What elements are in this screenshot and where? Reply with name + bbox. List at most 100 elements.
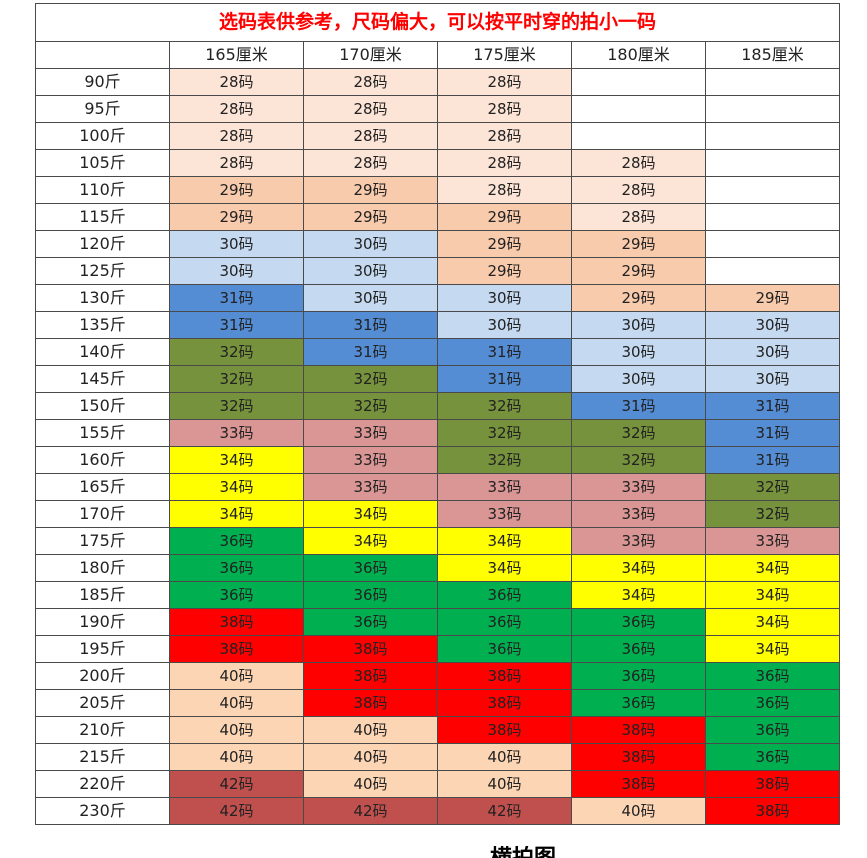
size-cell: 36码 — [303, 581, 438, 609]
size-cell: 40码 — [169, 743, 304, 771]
weight-cell: 210斤 — [35, 716, 170, 744]
size-cell: 38码 — [437, 689, 572, 717]
header-row: 165厘米 170厘米 175厘米 180厘米 185厘米 — [35, 41, 841, 69]
weight-cell: 160斤 — [35, 446, 170, 474]
weight-cell: 170斤 — [35, 500, 170, 528]
size-cell: 34码 — [704, 581, 841, 609]
size-cell: 34码 — [437, 554, 572, 582]
size-cell: 31码 — [303, 311, 438, 339]
size-cell: 40码 — [169, 662, 304, 690]
table-row: 230斤 42码 42码 42码 40码 38码 — [35, 797, 841, 825]
size-cell: 31码 — [169, 284, 304, 312]
size-cell — [704, 257, 841, 285]
size-cell: 29码 — [303, 203, 438, 231]
size-cell: 29码 — [169, 203, 304, 231]
size-cell: 38码 — [437, 662, 572, 690]
weight-cell: 130斤 — [35, 284, 170, 312]
size-cell: 31码 — [571, 392, 706, 420]
size-cell: 38码 — [169, 608, 304, 636]
table-row: 195斤 38码 38码 36码 36码 34码 — [35, 635, 841, 663]
weight-cell: 185斤 — [35, 581, 170, 609]
size-cell: 40码 — [169, 716, 304, 744]
size-cell — [704, 203, 841, 231]
size-cell — [704, 176, 841, 204]
size-cell: 30码 — [303, 284, 438, 312]
size-cell: 40码 — [303, 770, 438, 798]
height-header: 165厘米 — [169, 41, 304, 69]
size-cell — [704, 122, 841, 150]
size-cell: 36码 — [169, 527, 304, 555]
table-row: 165斤 34码 33码 33码 33码 32码 — [35, 473, 841, 501]
weight-cell: 120斤 — [35, 230, 170, 258]
size-cell: 32码 — [704, 500, 841, 528]
weight-cell: 165斤 — [35, 473, 170, 501]
size-cell — [571, 122, 706, 150]
size-cell: 33码 — [437, 473, 572, 501]
height-header: 185厘米 — [704, 41, 841, 69]
table-row: 135斤 31码 31码 30码 30码 30码 — [35, 311, 841, 339]
size-cell — [704, 230, 841, 258]
size-cell: 28码 — [169, 122, 304, 150]
weight-cell: 220斤 — [35, 770, 170, 798]
size-cell: 36码 — [704, 662, 841, 690]
size-cell: 33码 — [571, 473, 706, 501]
size-cell: 31码 — [303, 338, 438, 366]
size-cell: 33码 — [571, 500, 706, 528]
size-cell: 28码 — [169, 68, 304, 96]
size-cell: 34码 — [169, 446, 304, 474]
size-cell: 30码 — [704, 338, 841, 366]
size-cell: 30码 — [704, 365, 841, 393]
size-cell: 30码 — [303, 230, 438, 258]
weight-cell: 205斤 — [35, 689, 170, 717]
size-cell: 28码 — [303, 95, 438, 123]
table-row: 140斤 32码 31码 31码 30码 30码 — [35, 338, 841, 366]
weight-cell: 175斤 — [35, 527, 170, 555]
table-row: 205斤 40码 38码 38码 36码 36码 — [35, 689, 841, 717]
table-row: 170斤 34码 34码 33码 33码 32码 — [35, 500, 841, 528]
weight-cell: 200斤 — [35, 662, 170, 690]
size-cell: 33码 — [303, 473, 438, 501]
footer-text: 横拍图 — [490, 846, 610, 858]
weight-cell: 105斤 — [35, 149, 170, 177]
size-cell: 36码 — [704, 689, 841, 717]
size-cell: 42码 — [303, 797, 438, 825]
size-cell: 31码 — [169, 311, 304, 339]
size-cell: 32码 — [169, 392, 304, 420]
size-cell: 40码 — [303, 716, 438, 744]
size-cell: 33码 — [169, 419, 304, 447]
weight-cell: 100斤 — [35, 122, 170, 150]
weight-cell: 150斤 — [35, 392, 170, 420]
weight-cell: 180斤 — [35, 554, 170, 582]
table-row: 115斤 29码 29码 29码 28码 — [35, 203, 841, 231]
weight-cell: 110斤 — [35, 176, 170, 204]
size-cell: 40码 — [169, 689, 304, 717]
size-cell: 36码 — [303, 608, 438, 636]
table-row: 110斤 29码 29码 28码 28码 — [35, 176, 841, 204]
size-cell: 28码 — [303, 68, 438, 96]
size-cell: 38码 — [303, 689, 438, 717]
size-cell: 30码 — [437, 284, 572, 312]
table-row: 180斤 36码 36码 34码 34码 34码 — [35, 554, 841, 582]
size-cell: 30码 — [571, 365, 706, 393]
size-cell: 36码 — [437, 635, 572, 663]
size-cell: 32码 — [437, 392, 572, 420]
size-cell: 28码 — [437, 176, 572, 204]
size-cell: 28码 — [571, 203, 706, 231]
size-cell: 33码 — [571, 527, 706, 555]
size-cell: 36码 — [704, 743, 841, 771]
weight-cell: 135斤 — [35, 311, 170, 339]
size-cell: 29码 — [704, 284, 841, 312]
weight-cell: 215斤 — [35, 743, 170, 771]
height-header: 180厘米 — [571, 41, 706, 69]
size-cell: 38码 — [169, 635, 304, 663]
size-cell: 31码 — [704, 392, 841, 420]
table-row: 175斤 36码 34码 34码 33码 33码 — [35, 527, 841, 555]
table-row: 150斤 32码 32码 32码 31码 31码 — [35, 392, 841, 420]
size-cell: 34码 — [704, 608, 841, 636]
size-cell: 28码 — [437, 149, 572, 177]
size-cell: 38码 — [303, 635, 438, 663]
table-row: 105斤 28码 28码 28码 28码 — [35, 149, 841, 177]
size-cell: 42码 — [169, 797, 304, 825]
size-cell — [704, 95, 841, 123]
size-cell: 34码 — [169, 473, 304, 501]
